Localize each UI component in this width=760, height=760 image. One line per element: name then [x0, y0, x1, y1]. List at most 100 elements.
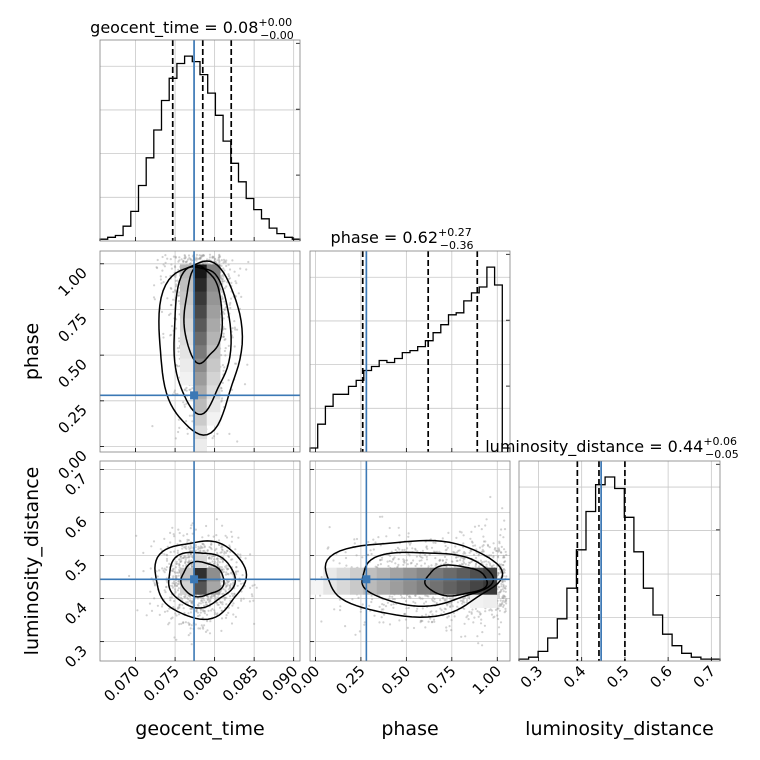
- scatter-point: [224, 582, 227, 585]
- scatter-point: [476, 635, 479, 638]
- y-tick-label-luminosity_distance: 0.5: [61, 556, 91, 586]
- scatter-point: [359, 607, 362, 611]
- scatter-point: [175, 364, 178, 367]
- scatter-point: [190, 643, 193, 646]
- scatter-point: [235, 570, 238, 573]
- scatter-point: [493, 615, 496, 618]
- scatter-point: [213, 611, 216, 614]
- scatter-point: [206, 595, 209, 598]
- scatter-point: [201, 536, 204, 539]
- scatter-point: [502, 567, 506, 571]
- scatter-point: [189, 611, 193, 614]
- scatter-point: [206, 258, 209, 261]
- scatter-point: [178, 558, 181, 561]
- scatter-point: [500, 585, 503, 588]
- scatter-point: [505, 602, 508, 605]
- scatter-point: [461, 600, 465, 603]
- scatter-point: [191, 532, 194, 535]
- scatter-point: [419, 597, 422, 600]
- scatter-point: [425, 594, 428, 597]
- scatter-point: [471, 541, 474, 544]
- scatter-point: [332, 559, 335, 562]
- scatter-point: [320, 576, 323, 579]
- scatter-point: [210, 548, 213, 551]
- scatter-point: [168, 313, 171, 317]
- scatter-point: [170, 584, 174, 588]
- scatter-point: [181, 547, 184, 550]
- scatter-point: [224, 306, 227, 309]
- scatter-point: [173, 583, 177, 587]
- scatter-point: [229, 550, 232, 553]
- scatter-point: [462, 557, 465, 560]
- scatter-point: [339, 609, 342, 612]
- scatter-point: [229, 306, 232, 310]
- scatter-point: [361, 556, 364, 559]
- scatter-point: [164, 261, 167, 264]
- scatter-point: [180, 559, 183, 563]
- y-axis-label-luminosity_distance: luminosity_distance: [21, 467, 43, 656]
- scatter-point: [403, 548, 406, 552]
- scatter-point: [153, 284, 156, 287]
- scatter-point: [444, 544, 447, 548]
- scatter-point: [456, 605, 459, 608]
- scatter-point: [378, 515, 382, 518]
- scatter-point: [479, 559, 482, 562]
- scatter-point: [195, 253, 198, 256]
- x-tick-label-phase: 1.00: [469, 662, 505, 698]
- scatter-point: [191, 607, 194, 610]
- scatter-point: [473, 616, 476, 619]
- scatter-point: [463, 622, 466, 625]
- scatter-point: [233, 345, 236, 348]
- scatter-point: [221, 364, 224, 367]
- scatter-point: [435, 563, 438, 566]
- scatter-point: [504, 550, 507, 554]
- scatter-point: [216, 557, 219, 560]
- scatter-point: [187, 561, 190, 564]
- scatter-point: [175, 581, 178, 584]
- panel-frame-phase-phase: [309, 250, 511, 453]
- scatter-point: [402, 560, 405, 563]
- y-tick-label-phase: 1.00: [54, 264, 90, 300]
- scatter-point: [495, 549, 498, 553]
- scatter-point: [177, 260, 180, 263]
- scatter-point: [498, 604, 501, 608]
- title-luminosity_distance: luminosity_distance = 0.44+0.06 −0.05: [485, 435, 739, 461]
- scatter-point: [186, 601, 189, 604]
- scatter-point: [149, 590, 152, 593]
- scatter-point: [188, 623, 191, 627]
- scatter-point: [344, 556, 348, 560]
- scatter-point: [201, 262, 205, 265]
- scatter-point: [497, 556, 500, 559]
- scatter-point: [182, 621, 185, 625]
- scatter-point: [224, 590, 227, 593]
- scatter-point: [156, 575, 159, 578]
- scatter-point: [169, 551, 172, 554]
- scatter-point: [494, 608, 498, 612]
- scatter-point: [211, 595, 214, 598]
- scatter-point: [164, 254, 167, 257]
- scatter-point: [153, 597, 156, 600]
- scatter-point: [420, 619, 423, 622]
- x-tick-label-luminosity_distance: 0.7: [690, 662, 720, 692]
- scatter-point: [208, 566, 211, 569]
- scatter-point: [210, 609, 213, 612]
- scatter-point: [474, 565, 477, 568]
- title-text: geocent_time = 0.08: [90, 18, 258, 38]
- scatter-point: [338, 562, 341, 565]
- scatter-point: [227, 344, 230, 347]
- scatter-point: [430, 598, 434, 601]
- scatter-point: [150, 609, 154, 613]
- scatter-point: [185, 260, 189, 263]
- scatter-point: [187, 634, 190, 637]
- scatter-point: [412, 600, 415, 604]
- scatter-point: [229, 584, 232, 587]
- scatter-point: [222, 335, 225, 338]
- y-tick-label-luminosity_distance: 0.4: [61, 599, 91, 629]
- scatter-point: [169, 596, 172, 599]
- scatter-point: [220, 389, 223, 392]
- scatter-point: [215, 547, 218, 551]
- scatter-point: [183, 254, 186, 257]
- scatter-point: [160, 605, 164, 608]
- scatter-point: [424, 613, 428, 616]
- scatter-point: [462, 559, 465, 563]
